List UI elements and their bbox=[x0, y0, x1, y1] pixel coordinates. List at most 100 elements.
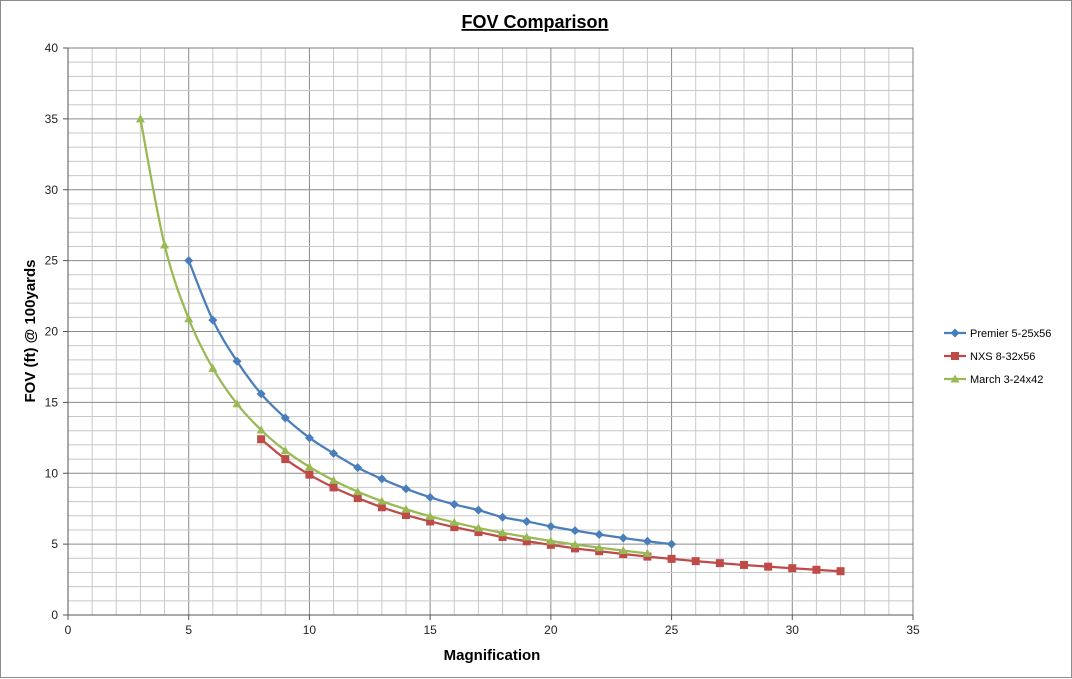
data-point bbox=[208, 315, 218, 325]
data-point bbox=[449, 517, 459, 526]
data-point bbox=[135, 114, 145, 123]
x-tick-label: 20 bbox=[544, 623, 558, 637]
data-point bbox=[498, 512, 508, 522]
data-point bbox=[522, 537, 531, 546]
y-tick-label: 20 bbox=[45, 325, 59, 339]
data-point bbox=[208, 363, 218, 372]
data-point bbox=[595, 547, 604, 556]
data-point bbox=[449, 499, 459, 509]
data-point bbox=[642, 536, 652, 546]
data-point bbox=[353, 463, 363, 473]
x-axis-title: Magnification bbox=[444, 647, 541, 664]
data-point bbox=[425, 492, 435, 502]
data-point bbox=[280, 446, 290, 455]
legend-entry: March 3-24x42 bbox=[944, 374, 1043, 386]
data-point bbox=[474, 528, 483, 537]
data-point bbox=[256, 389, 266, 399]
y-tick-label: 35 bbox=[45, 112, 59, 126]
data-point bbox=[184, 256, 194, 266]
series-1 bbox=[184, 256, 677, 549]
data-point bbox=[498, 528, 508, 537]
data-point bbox=[305, 470, 314, 479]
data-point bbox=[281, 455, 290, 464]
data-point bbox=[642, 548, 652, 557]
data-point bbox=[618, 546, 628, 555]
data-point bbox=[377, 503, 386, 512]
data-point bbox=[594, 543, 604, 552]
data-point bbox=[812, 565, 821, 574]
data-point bbox=[256, 425, 266, 434]
y-axis-title: FOV (ft) @ 100yards bbox=[22, 260, 39, 403]
legend-label: March 3-24x42 bbox=[970, 374, 1043, 386]
data-point bbox=[740, 560, 748, 569]
data-point bbox=[836, 567, 845, 576]
series-3 bbox=[135, 114, 652, 557]
x-tick-label: 10 bbox=[303, 623, 317, 637]
data-point bbox=[426, 517, 435, 526]
data-point bbox=[280, 413, 290, 423]
tick-labels: 0 5 10 15 20 25 30 35 0 5 10 15 20 25 30 35 40 bbox=[45, 41, 920, 637]
legend-entry: NXS 8-32x56 bbox=[944, 351, 1035, 363]
data-point bbox=[160, 240, 170, 249]
x-tick-label: 0 bbox=[65, 623, 72, 637]
data-point bbox=[473, 523, 483, 532]
data-point bbox=[304, 433, 314, 443]
x-tick-label: 5 bbox=[185, 623, 192, 637]
y-tick-label: 10 bbox=[45, 466, 59, 480]
series-line bbox=[139, 118, 648, 555]
data-point bbox=[498, 533, 507, 542]
series-2 bbox=[257, 435, 845, 576]
plot-grid bbox=[67, 47, 914, 616]
data-point bbox=[329, 483, 338, 492]
data-point bbox=[401, 484, 411, 494]
data-point bbox=[546, 536, 556, 545]
y-tick-label: 15 bbox=[45, 395, 59, 409]
legend-label: Premier 5-25x56 bbox=[970, 328, 1051, 340]
legend-entry: Premier 5-25x56 bbox=[944, 328, 1051, 340]
data-point bbox=[570, 540, 580, 549]
data-point bbox=[764, 562, 773, 571]
data-point bbox=[571, 544, 579, 553]
y-tick-label: 40 bbox=[45, 41, 59, 55]
data-point bbox=[618, 533, 628, 543]
data-point bbox=[473, 505, 483, 515]
x-tick-label: 15 bbox=[423, 623, 437, 637]
data-point bbox=[594, 529, 604, 539]
x-tick-label: 30 bbox=[786, 623, 800, 637]
data-point bbox=[401, 504, 411, 513]
chart-title: FOV Comparison bbox=[461, 12, 608, 32]
data-point bbox=[232, 399, 242, 408]
data-point bbox=[522, 532, 532, 541]
data-point bbox=[353, 494, 362, 503]
data-point bbox=[667, 539, 677, 549]
y-tick-label: 0 bbox=[51, 608, 58, 622]
data-point bbox=[353, 487, 363, 496]
data-point bbox=[667, 554, 676, 563]
data-point bbox=[377, 496, 387, 505]
data-point bbox=[522, 516, 532, 526]
data-point bbox=[788, 564, 797, 573]
legend-marker bbox=[950, 328, 960, 338]
data-point bbox=[329, 475, 339, 484]
data-point bbox=[425, 511, 435, 520]
data-point bbox=[232, 356, 242, 366]
data-point bbox=[546, 540, 555, 549]
data-point bbox=[450, 523, 459, 532]
data-point bbox=[184, 314, 194, 323]
data-point bbox=[304, 462, 314, 471]
data-point bbox=[402, 511, 410, 520]
legend-marker bbox=[950, 374, 960, 383]
x-tick-label: 35 bbox=[906, 623, 920, 637]
data-point bbox=[691, 557, 700, 566]
y-tick-label: 5 bbox=[51, 537, 58, 551]
data-point bbox=[377, 474, 387, 484]
data-point bbox=[329, 448, 339, 458]
y-tick-label: 30 bbox=[45, 183, 59, 197]
series-lines bbox=[135, 114, 845, 576]
data-point bbox=[546, 521, 556, 531]
y-tick-label: 25 bbox=[45, 254, 59, 268]
data-point bbox=[715, 559, 724, 568]
legend: Premier 5-25x56 NXS 8-32x56 March 3-24x42 bbox=[944, 328, 1051, 386]
